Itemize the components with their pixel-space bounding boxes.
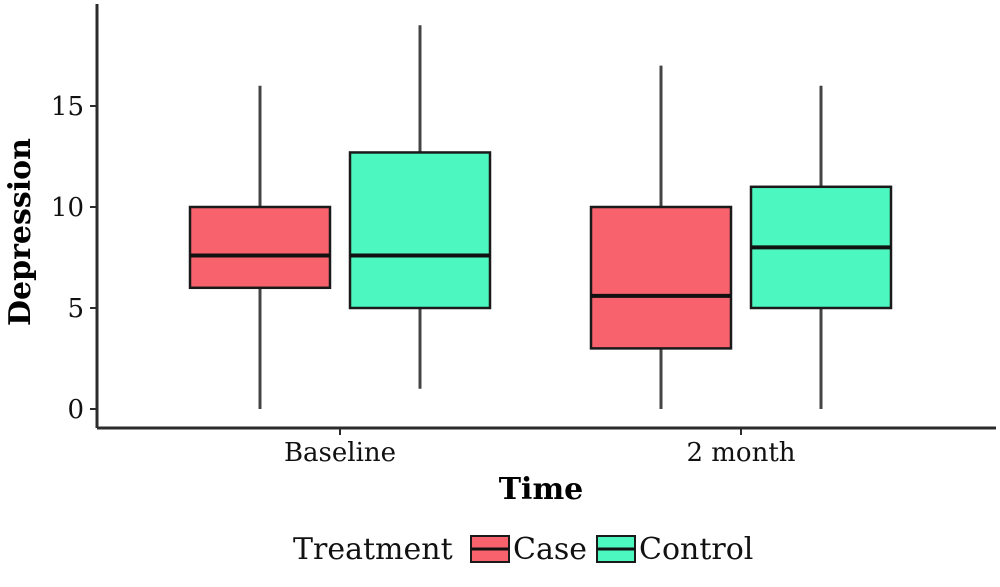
y-tick-label: 5 <box>67 294 84 324</box>
y-tick-label: 0 <box>67 395 84 425</box>
legend-title: Treatment <box>293 532 453 567</box>
y-axis-title: Depression <box>3 138 38 326</box>
legend: Treatment Case Control <box>293 532 753 567</box>
legend-label-case: Case <box>513 532 587 567</box>
plot-area <box>188 25 893 409</box>
box-case <box>589 205 733 350</box>
x-axis-title: Time <box>499 472 584 507</box>
axes: 0 5 10 15 Baseline 2 month <box>51 4 996 468</box>
y-tick-label: 10 <box>51 193 84 223</box>
box-control <box>348 151 492 310</box>
box-case <box>188 205 332 290</box>
legend-label-control: Control <box>639 532 753 567</box>
x-tick-label: Baseline <box>284 438 396 468</box>
y-tick-label: 15 <box>51 92 84 122</box>
x-tick-label: 2 month <box>686 438 795 468</box>
